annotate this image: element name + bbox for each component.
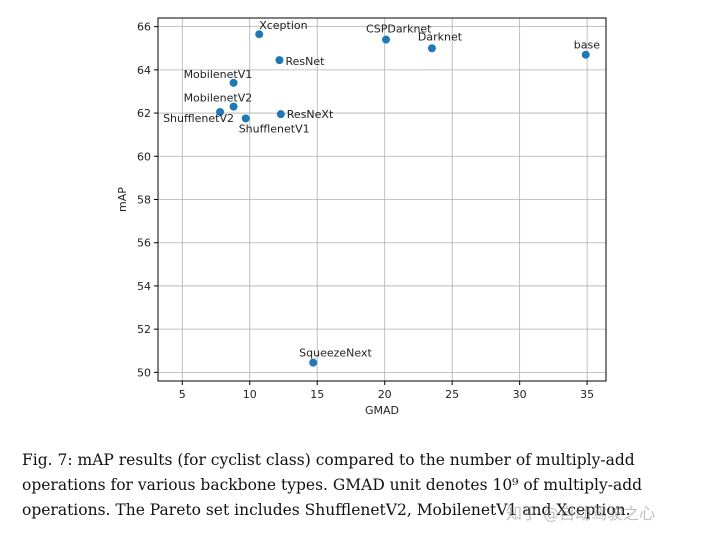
point-label: ResNet <box>285 55 325 68</box>
x-tick-label: 15 <box>310 388 324 401</box>
data-point-xception <box>255 30 264 39</box>
y-axis-label: mAP <box>116 187 129 212</box>
x-tick-label: 35 <box>580 388 594 401</box>
point-label: MobilenetV1 <box>184 68 253 81</box>
point-label: base <box>574 39 600 52</box>
y-tick-label: 58 <box>137 194 151 207</box>
point-label: ShufflenetV2 <box>163 112 234 125</box>
y-tick-label: 66 <box>137 21 151 34</box>
point-label: ShufflenetV1 <box>239 122 310 135</box>
data-point-squeezenext <box>309 358 318 367</box>
axis-ticks: 5 10 15 20 25 30 35 50 52 54 56 58 60 62 64 66 <box>137 21 594 401</box>
data-point-resnext <box>276 110 285 119</box>
y-tick-label: 64 <box>137 64 151 77</box>
point-label: MobilenetV2 <box>184 92 253 105</box>
data-point-shufflenetv1 <box>241 114 250 123</box>
data-point-darknet <box>427 44 436 53</box>
x-tick-label: 10 <box>243 388 257 401</box>
x-tick-label: 20 <box>378 388 392 401</box>
y-tick-label: 60 <box>137 150 151 163</box>
data-point-resnet <box>275 56 284 65</box>
figure-caption: Fig. 7: mAP results (for cyclist class) … <box>22 451 643 519</box>
x-tick-label: 30 <box>513 388 527 401</box>
point-label: CSPDarknet <box>366 23 432 36</box>
data-point-base <box>581 50 590 59</box>
y-tick-label: 50 <box>137 366 151 379</box>
data-point-shufflenetv2 <box>216 107 225 116</box>
y-tick-label: 56 <box>137 237 151 250</box>
y-tick-label: 54 <box>137 280 151 293</box>
x-axis-label: GMAD <box>365 404 399 417</box>
point-label: ResNeXt <box>287 108 334 121</box>
scatter-chart: 5 10 15 20 25 30 35 50 52 54 56 58 60 62 64 66 Xception… <box>116 17 607 417</box>
y-tick-label: 62 <box>137 107 151 120</box>
x-tick-label: 5 <box>179 388 186 401</box>
data-point-cspdarknet <box>382 35 391 44</box>
y-tick-label: 52 <box>137 323 151 336</box>
point-label: Xception <box>259 19 307 32</box>
data-point-mobilenetv2 <box>229 102 238 111</box>
x-tick-label: 25 <box>445 388 459 401</box>
point-label: SqueezeNext <box>299 347 372 360</box>
data-point-mobilenetv1 <box>229 78 238 87</box>
watermark: 知乎 @自动驾驶之心 <box>506 504 656 523</box>
point-label: Darknet <box>418 30 463 43</box>
grid-lines <box>158 18 606 381</box>
